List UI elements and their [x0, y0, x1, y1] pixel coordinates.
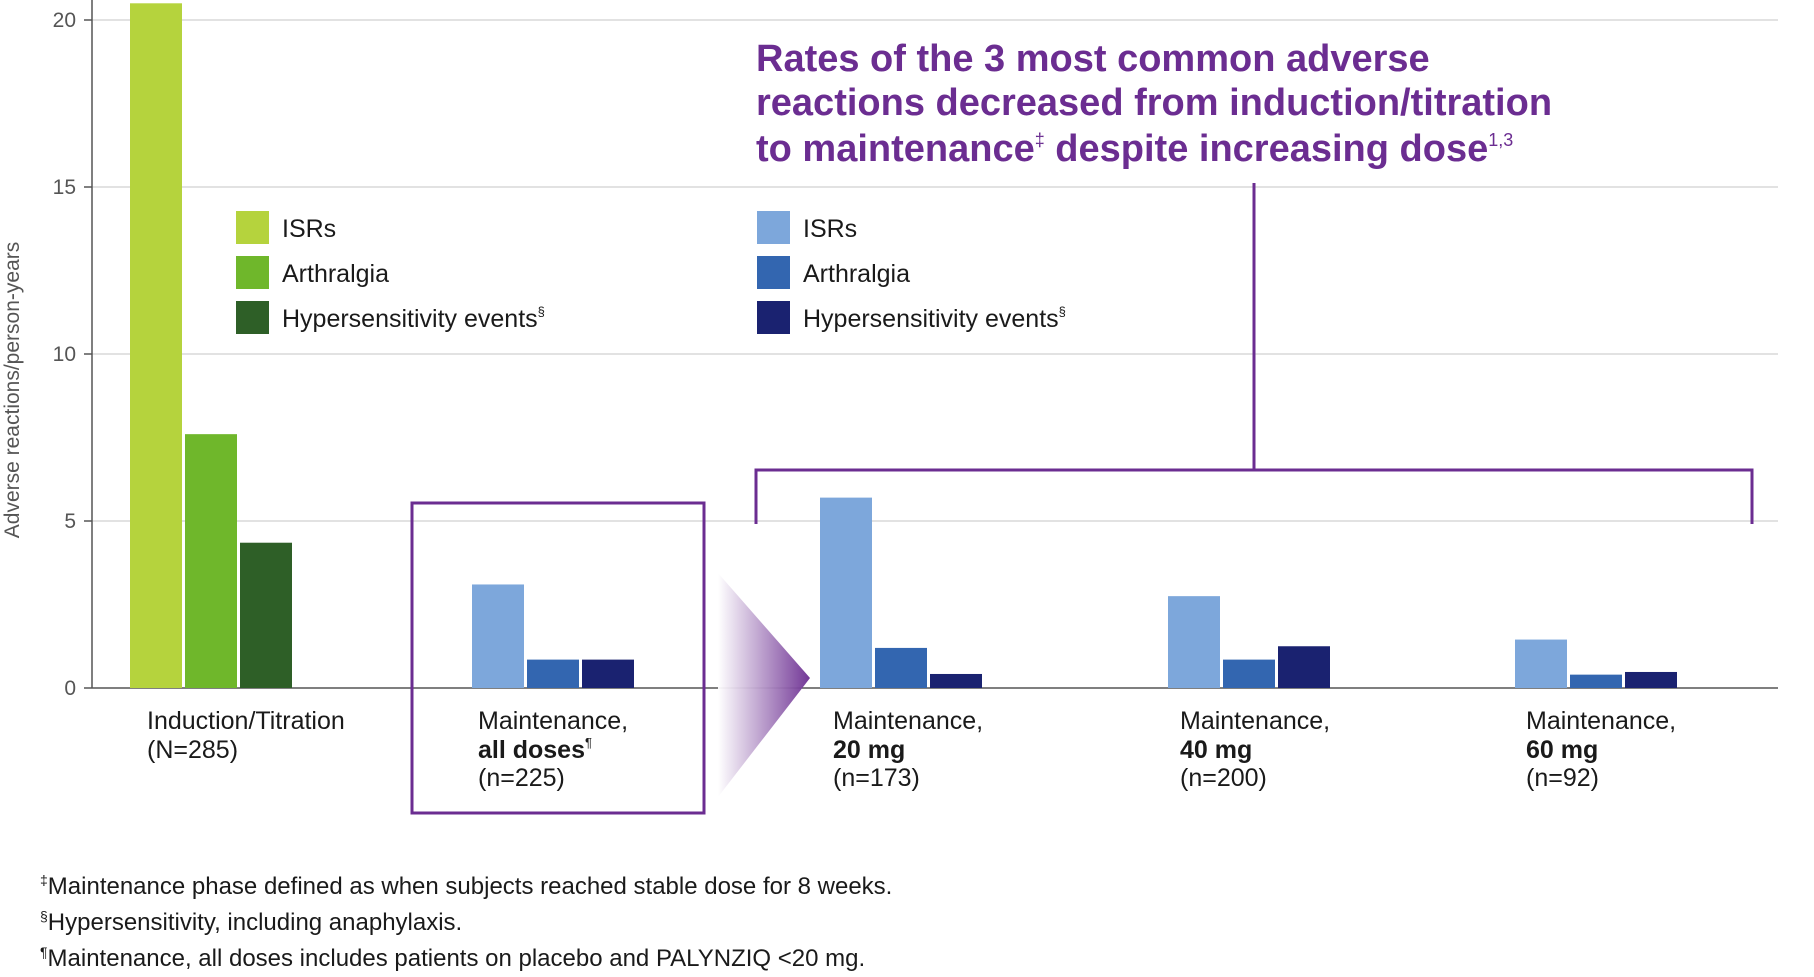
bar-isrs-4: [1515, 639, 1567, 688]
legend-induction: ISRs Arthralgia Hypersensitivity events§: [236, 211, 545, 334]
bar-isrs-2: [820, 497, 872, 688]
bar-isrs-0: [130, 3, 182, 689]
y-tick-label: 5: [64, 510, 76, 533]
category-label-n: (n=173): [833, 764, 920, 792]
legend-label: Arthralgia: [803, 260, 910, 288]
category-label-n: (n=225): [478, 764, 565, 792]
bar-hypersensitivity-events-0: [240, 542, 292, 688]
legend-swatch: [236, 211, 269, 244]
category-label-line2: all doses¶: [478, 735, 592, 764]
category-label-line2: 40 mg: [1180, 736, 1252, 764]
category-label-line1: Maintenance,: [833, 707, 983, 735]
headline-line1: Rates of the 3 most common adverse: [756, 38, 1430, 80]
headline-footnote-mark: ‡: [1035, 130, 1045, 150]
y-tick-label: 0: [64, 677, 76, 700]
headline-line3-text: to maintenance: [756, 128, 1035, 170]
bar-hypersensitivity-events-4: [1625, 671, 1677, 688]
legend-label: ISRs: [282, 215, 336, 243]
bar-arthralgia-1: [527, 659, 579, 688]
bar-isrs-1: [472, 584, 524, 688]
legend-label: ISRs: [803, 215, 857, 243]
category-label-line1: Maintenance,: [478, 707, 628, 735]
bar-hypersensitivity-events-3: [1278, 646, 1330, 688]
y-tick-label: 10: [53, 343, 76, 366]
bar-isrs-3: [1168, 596, 1220, 688]
legend-swatch: [236, 256, 269, 289]
footnote-hypersensitivity: §Hypersensitivity, including anaphylaxis…: [40, 908, 463, 936]
legend-maintenance: ISRs Arthralgia Hypersensitivity events§: [757, 211, 1066, 334]
bar-hypersensitivity-events-2: [930, 673, 982, 688]
y-tick-label: 15: [53, 176, 76, 199]
category-label-line1: Maintenance,: [1180, 707, 1330, 735]
headline-line3-end: despite increasing dose: [1045, 128, 1488, 170]
footnote-all-doses: ¶Maintenance, all doses includes patient…: [40, 944, 866, 972]
headline-line3: to maintenance‡ despite increasing dose1…: [756, 128, 1513, 170]
footnotes: ‡Maintenance phase defined as when subje…: [40, 862, 893, 972]
headline-reference: 1,3: [1488, 130, 1513, 150]
bar-hypersensitivity-events-1: [582, 659, 634, 688]
gridlines: [92, 19, 1778, 522]
bar-arthralgia-0: [185, 434, 237, 688]
category-label-n: (n=200): [1180, 764, 1267, 792]
bar-arthralgia-4: [1570, 674, 1622, 688]
bar-arthralgia-3: [1223, 659, 1275, 688]
legend-swatch: [757, 256, 790, 289]
legend-label: Hypersensitivity events§: [803, 304, 1066, 333]
y-axis-ticks: 0 5 10 15 20: [53, 9, 92, 700]
all-doses-highlight-box: [410, 501, 706, 815]
headline-line2: reactions decreased from induction/titra…: [756, 82, 1552, 124]
category-label-line1: Maintenance,: [1526, 707, 1676, 735]
transition-arrow: [718, 573, 810, 797]
category-labels: Induction/Titration(N=285)Maintenance,al…: [147, 707, 1676, 792]
dose-bracket: [754, 183, 1754, 524]
category-label-n: (n=92): [1526, 764, 1599, 792]
category-label-line1: Induction/Titration: [147, 707, 345, 735]
category-label-n: (N=285): [147, 736, 238, 764]
y-tick-label: 20: [53, 9, 76, 32]
headline: Rates of the 3 most common adverse react…: [756, 38, 1552, 170]
legend-swatch: [757, 211, 790, 244]
category-label-line2: 20 mg: [833, 736, 905, 764]
legend-label: Hypersensitivity events§: [282, 304, 545, 333]
bar-arthralgia-2: [875, 647, 927, 688]
bars: [130, 3, 1677, 689]
y-axis-label: Adverse reactions/person-years: [1, 242, 24, 538]
category-label-line2: 60 mg: [1526, 736, 1598, 764]
footnote-maintenance: ‡Maintenance phase defined as when subje…: [40, 872, 893, 900]
legend-label: Arthralgia: [282, 260, 389, 288]
legend-swatch: [236, 301, 269, 334]
legend-swatch: [757, 301, 790, 334]
